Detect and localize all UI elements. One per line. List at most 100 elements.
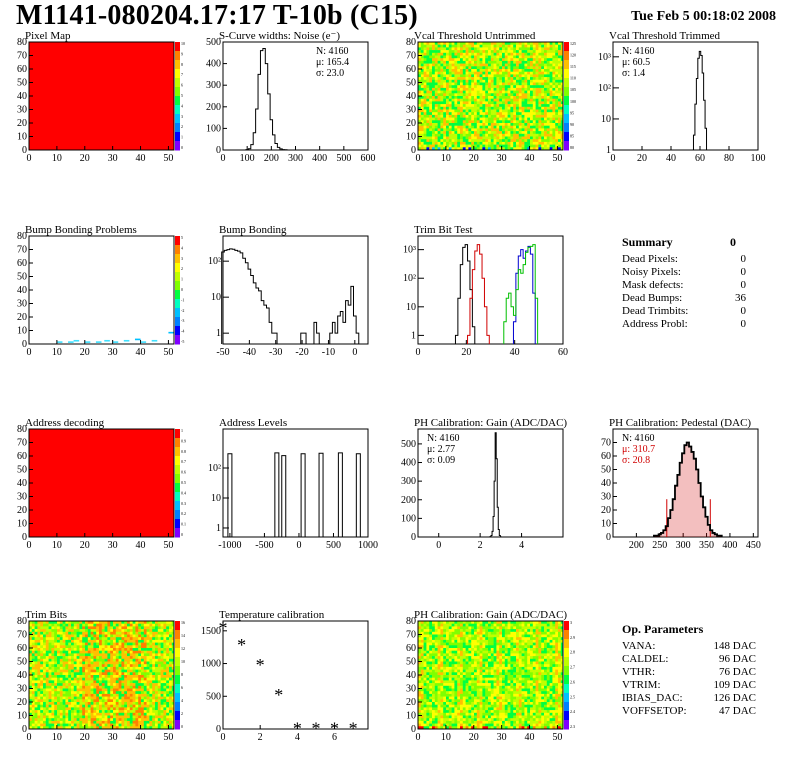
heatmap-cell	[124, 699, 128, 703]
heatmap-cell	[48, 656, 52, 660]
heatmap-cell	[432, 139, 436, 143]
heatmap-cell	[446, 133, 450, 137]
heatmap-cell	[71, 637, 75, 641]
heatmap-cell	[146, 707, 150, 711]
heatmap-cell	[166, 656, 170, 660]
heatmap-cell	[68, 637, 72, 641]
heatmap-cell	[157, 669, 161, 673]
heatmap-cell	[151, 339, 158, 342]
heatmap-cell	[465, 66, 469, 70]
heatmap-cell	[65, 707, 69, 711]
heatmap-cell	[65, 637, 69, 641]
heatmap-cell	[40, 723, 44, 727]
heatmap-cell	[454, 101, 458, 105]
heatmap-cell	[544, 621, 548, 624]
heatmap-cell	[527, 117, 531, 121]
heatmap-cell	[31, 653, 35, 657]
heatmap-cell	[51, 661, 55, 665]
heatmap-cell	[541, 63, 545, 67]
heatmap-cell	[499, 90, 503, 94]
heatmap-cell	[502, 623, 506, 627]
heatmap-cell	[73, 637, 77, 641]
heatmap-cell	[493, 125, 497, 129]
heatmap-cell	[560, 69, 564, 72]
heatmap-cell	[460, 47, 464, 51]
y-tick-label: 200	[206, 102, 221, 113]
heatmap-cell	[138, 696, 142, 700]
heatmap-cell	[496, 44, 500, 48]
heatmap-cell	[434, 139, 438, 143]
heatmap-cell	[73, 707, 77, 711]
heatmap-cell	[155, 683, 159, 687]
heatmap-cell	[171, 637, 175, 641]
heatmap-cell	[423, 125, 427, 129]
heatmap-cell	[29, 645, 33, 649]
heatmap-cell	[82, 707, 86, 711]
heatmap-cell	[104, 712, 108, 716]
heatmap-cell	[485, 106, 489, 110]
heatmap-cell	[423, 55, 427, 59]
heatmap-cell	[99, 623, 103, 627]
heatmap-cell	[474, 93, 478, 97]
heatmap-cell	[138, 637, 142, 641]
heatmap-cell	[68, 656, 72, 660]
heatmap-cell	[552, 626, 556, 630]
heatmap-cell	[45, 666, 49, 670]
heatmap-cell	[499, 125, 503, 129]
heatmap-cell	[132, 677, 136, 681]
heatmap-cell	[474, 96, 478, 99]
heatmap-cell	[169, 661, 173, 665]
heatmap-cell	[558, 85, 562, 89]
heatmap-cell	[73, 702, 77, 705]
heatmap-cell	[454, 74, 458, 78]
heatmap-cell	[432, 93, 436, 97]
palette-label: -2	[181, 308, 184, 313]
heatmap-cell	[555, 74, 559, 78]
heatmap-cell	[68, 634, 72, 638]
heatmap-cell	[71, 677, 75, 681]
heatmap-cell	[535, 125, 539, 129]
heatmap-cell	[524, 623, 528, 627]
heatmap-cell	[432, 98, 436, 102]
heatmap-cell	[518, 123, 522, 126]
heatmap-cell	[527, 85, 531, 89]
timestamp: Tue Feb 5 00:18:02 2008	[631, 9, 776, 24]
heatmap-cell	[546, 96, 550, 99]
heatmap-cell	[152, 672, 156, 676]
heatmap-cell	[127, 720, 131, 724]
heatmap-cell	[518, 60, 522, 64]
heatmap-cell	[127, 680, 131, 684]
palette-label: 120	[570, 53, 576, 58]
heatmap-cell	[160, 702, 164, 705]
heatmap-cell	[157, 664, 161, 668]
heatmap-cell	[135, 672, 139, 676]
heatmap-cell	[437, 44, 441, 48]
heatmap-cell	[54, 672, 58, 676]
heatmap-cell	[524, 120, 528, 124]
heatmap-cell	[558, 123, 562, 126]
heatmap-cell	[521, 109, 525, 113]
heatmap-cell	[493, 90, 497, 94]
heatmap-cell	[57, 715, 61, 719]
heatmap-cell	[541, 131, 545, 135]
heatmap-cell	[29, 637, 33, 641]
heatmap-cell	[485, 60, 489, 64]
heatmap-cell	[527, 621, 531, 624]
heatmap-cell	[65, 696, 69, 700]
heatmap-cell	[85, 645, 89, 649]
heatmap-cell	[138, 715, 142, 719]
heatmap-cell	[530, 71, 534, 75]
heatmap-cell	[471, 114, 475, 118]
heatmap-cell	[468, 93, 472, 97]
heatmap-cell	[460, 106, 464, 110]
heatmap-cell	[93, 623, 97, 627]
heatmap-cell	[138, 653, 142, 657]
heatmap-cell	[446, 63, 450, 67]
heatmap-cell	[40, 710, 44, 714]
heatmap-cell	[521, 104, 525, 108]
heatmap-cell	[504, 66, 508, 70]
y-tick-label: 1	[216, 523, 221, 534]
heatmap-cell	[507, 621, 511, 624]
heatmap-cell	[29, 621, 33, 624]
heatmap-cell	[155, 691, 159, 695]
